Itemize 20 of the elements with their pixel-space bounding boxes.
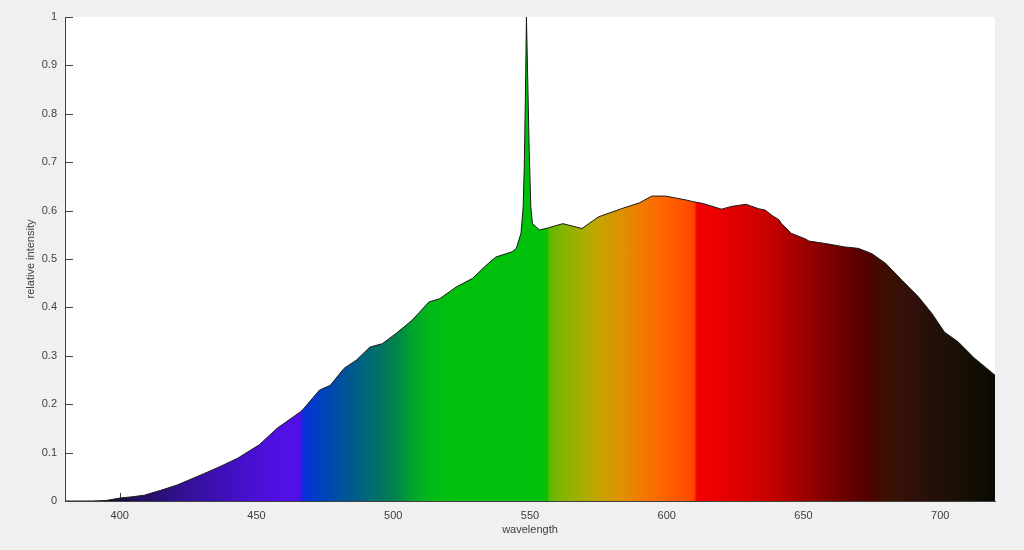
x-tick-label: 400 [110,508,129,521]
y-tick-label: 1 [50,10,57,23]
y-tick-label: 0.5 [41,252,57,265]
y-tick-label: 0.8 [41,106,57,119]
x-tick-label: 500 [384,508,403,521]
y-tick-label: 0.3 [41,348,57,361]
y-tick-label: 0.9 [41,58,57,71]
x-tick-label: 650 [794,508,813,521]
y-tick-label: 0.7 [41,155,57,168]
x-axis-title: wavelength [501,523,558,536]
y-tick-label: 0.4 [41,300,57,313]
y-tick-label: 0.1 [41,445,57,458]
x-tick-label: 600 [657,508,676,521]
y-tick-label: 0.6 [41,203,57,216]
y-tick-label: 0 [50,494,57,507]
x-tick-label: 700 [931,508,950,521]
y-axis-title: relative intensity [23,219,36,299]
x-tick-label: 450 [247,508,266,521]
x-tick-label: 550 [520,508,540,521]
y-tick-label: 0.2 [41,397,57,410]
